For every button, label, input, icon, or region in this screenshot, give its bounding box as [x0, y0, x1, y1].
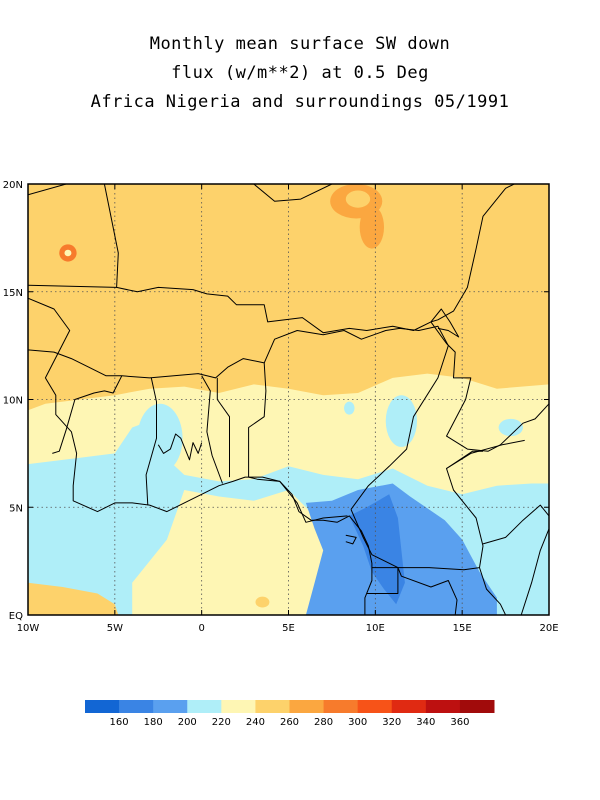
contour-blob-10: [503, 563, 549, 615]
colorbar: 160 180 200 220 240 260 280 300 320 340 360: [85, 700, 495, 728]
contour-blob-9: [255, 596, 270, 608]
contour-blob-1: [345, 190, 371, 208]
country-border-layer: [28, 184, 549, 615]
contour-blob-7: [385, 395, 418, 447]
country-border-19: [520, 528, 549, 615]
country-border-10: [216, 377, 230, 478]
country-border-1: [28, 184, 119, 288]
country-border-6: [28, 349, 267, 478]
colorbar-label-200: 200: [178, 717, 197, 728]
x-tick-label-1: 5W: [107, 623, 123, 634]
country-border-9: [201, 375, 223, 484]
contour-blob-6: [344, 401, 355, 415]
y-tick-label-3: 15N: [3, 288, 23, 299]
colorbar-swatch-8: [357, 700, 393, 713]
colorbar-label-220: 220: [212, 717, 231, 728]
country-border-3: [116, 286, 432, 334]
country-border-16: [482, 504, 549, 545]
colorbar-label-260: 260: [280, 717, 299, 728]
grid-layer: [28, 184, 549, 615]
colorbar-label-240: 240: [246, 717, 265, 728]
contour-band-260-7: [28, 582, 119, 615]
coastline-2: [430, 308, 460, 338]
x-tick-label-0: 10W: [17, 623, 40, 634]
country-border-2: [253, 184, 333, 202]
colorbar-label-180: 180: [144, 717, 163, 728]
map-plot-area: [28, 184, 549, 615]
y-tick-label-1: 5N: [9, 503, 23, 514]
y-tick-label-2: 10N: [3, 396, 23, 407]
country-border-17: [479, 567, 507, 615]
colorbar-swatch-3: [187, 700, 222, 713]
colorbar-label-340: 340: [416, 717, 435, 728]
colorbar-swatch-4: [221, 700, 256, 713]
x-tick-label-2: 0: [198, 623, 204, 634]
country-border-12: [263, 325, 449, 510]
coastline-0: [28, 297, 373, 615]
x-tick-label-6: 20E: [539, 623, 558, 634]
colorbar-swatch-0: [85, 700, 120, 713]
contour-band-160-9: [349, 494, 405, 605]
colorbar-label-300: 300: [348, 717, 367, 728]
colorbar-swatch-6: [289, 700, 325, 713]
colorbar-label-280: 280: [314, 717, 333, 728]
colorbar-swatch-2: [153, 700, 188, 713]
chart-title-line-3: Africa Nigeria and surroundings 05/1991: [90, 92, 510, 112]
country-border-4: [430, 321, 549, 452]
x-tick-label-4: 10E: [366, 623, 385, 634]
colorbar-swatch-9: [391, 700, 427, 713]
colorbar-label-320: 320: [382, 717, 401, 728]
contour-band-240-5: [132, 490, 332, 615]
colorbar-swatch-1: [119, 700, 154, 713]
contour-blob-layer: [59, 184, 549, 615]
country-border-15: [446, 439, 525, 469]
contour-blob-5: [137, 403, 183, 473]
colorbar-swatch-10: [425, 700, 461, 713]
colorbar-swatch-7: [323, 700, 359, 713]
country-border-18: [397, 567, 458, 615]
contour-blob-2: [359, 205, 385, 249]
axes-layer: 10W 5W 0 5E 10E 15E 20E EQ 5N 10N 15N 20N: [3, 180, 559, 634]
contour-blob-4: [64, 249, 72, 257]
colorbar-swatch-5: [255, 700, 290, 713]
colorbar-swatch-11: [459, 700, 495, 713]
x-tick-label-5: 15E: [453, 623, 472, 634]
country-border-0: [28, 184, 67, 196]
country-border-7: [52, 375, 123, 454]
contour-blob-8: [498, 418, 523, 437]
y-tick-label-4: 20N: [3, 180, 23, 191]
chart-title-line-2: flux (w/m**2) at 0.5 Deg: [171, 63, 429, 83]
y-tick-label-0: EQ: [9, 611, 23, 622]
x-tick-label-3: 5E: [282, 623, 295, 634]
colorbar-label-160: 160: [110, 717, 129, 728]
country-border-11: [248, 476, 348, 523]
coastline-3: [345, 534, 357, 545]
chart-title-line-1: Monthly mean surface SW down: [149, 34, 451, 54]
country-border-14: [366, 567, 399, 594]
country-border-8: [145, 377, 157, 506]
colorbar-label-360: 360: [450, 717, 469, 728]
country-border-5: [430, 184, 515, 323]
coastline-1: [157, 433, 203, 461]
